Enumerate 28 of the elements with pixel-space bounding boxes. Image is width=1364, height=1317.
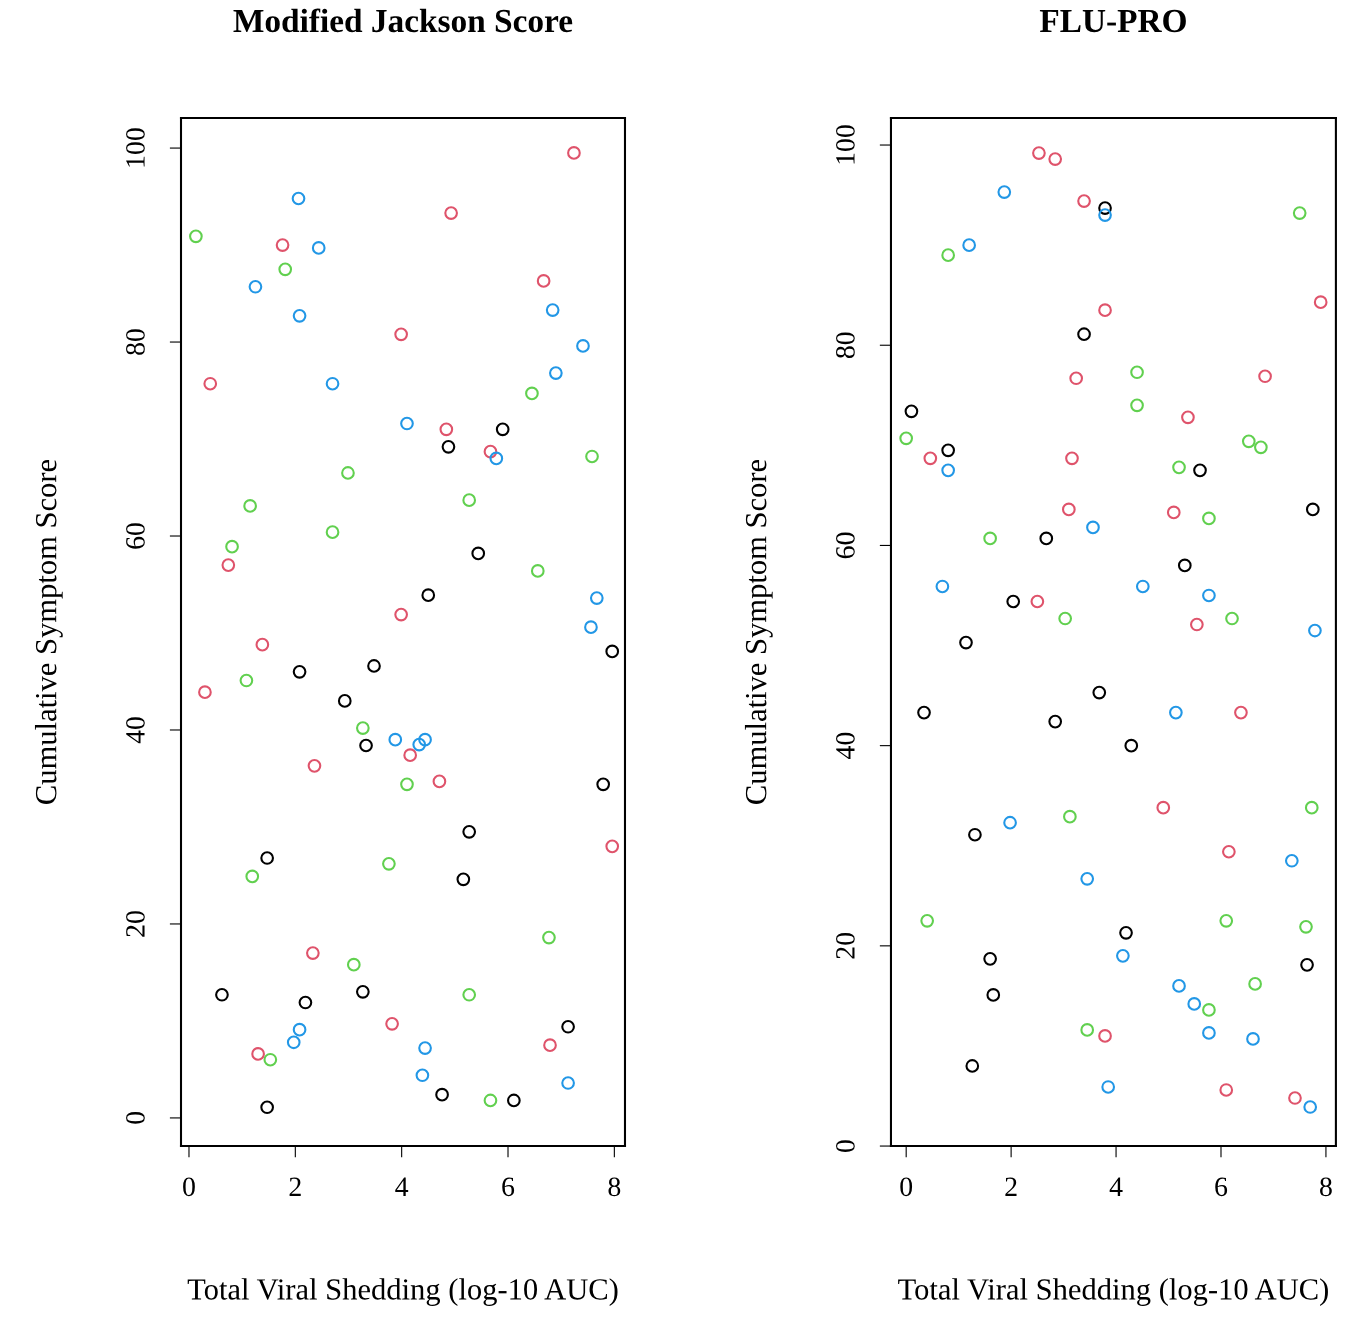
y-tick-label: 20 bbox=[126, 911, 145, 937]
y-tick-label: 100 bbox=[126, 128, 145, 167]
x-tick-label: 8 bbox=[608, 1177, 621, 1197]
x-axis-title: Total Viral Shedding (log-10 AUC) bbox=[187, 1278, 618, 1306]
chart-title: FLU-PRO bbox=[1039, 9, 1186, 33]
x-tick-label: 4 bbox=[1109, 1177, 1123, 1196]
x-tick-label: 0 bbox=[900, 1177, 913, 1197]
x-tick-label: 4 bbox=[395, 1177, 409, 1196]
y-tick-label: 100 bbox=[836, 125, 855, 164]
y-tick-label: 80 bbox=[836, 332, 855, 359]
x-tick-label: 2 bbox=[289, 1177, 301, 1196]
x-axis-title: Total Viral Shedding (log-10 AUC) bbox=[898, 1278, 1328, 1306]
x-tick-label: 6 bbox=[1215, 1177, 1228, 1197]
y-axis-title: Cumulative Symptom Score bbox=[34, 459, 63, 804]
y-tick-label: 20 bbox=[836, 933, 855, 959]
y-tick-label: 60 bbox=[126, 523, 145, 549]
x-tick-label: 2 bbox=[1005, 1177, 1017, 1196]
y-tick-label: 60 bbox=[836, 532, 855, 559]
chart-title: Modified Jackson Score bbox=[233, 8, 573, 33]
y-tick-label: 80 bbox=[126, 329, 145, 355]
y-tick-label: 40 bbox=[836, 732, 855, 759]
y-tick-label: 0 bbox=[836, 1140, 855, 1152]
x-tick-label: 6 bbox=[502, 1177, 515, 1197]
y-tick-label: 0 bbox=[126, 1112, 145, 1124]
x-tick-label: 8 bbox=[1320, 1177, 1332, 1197]
x-tick-label: 0 bbox=[183, 1177, 195, 1197]
y-axis-title: Cumulative Symptom Score bbox=[744, 459, 773, 804]
y-tick-label: 40 bbox=[126, 717, 145, 744]
